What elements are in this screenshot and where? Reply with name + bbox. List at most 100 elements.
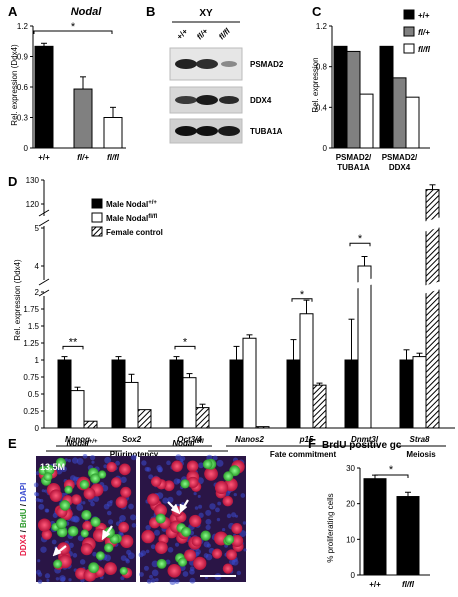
legend-d-wt: Male Nodal+/+	[106, 200, 157, 209]
dapi-nucleus	[34, 491, 39, 497]
brdu-cell	[200, 530, 211, 541]
micrograph-stage-label: 13.5M	[40, 462, 65, 472]
blot-lane-1: +/+	[175, 27, 190, 42]
image-stain-label: DDX4 / BrdU / DAPI	[19, 483, 28, 556]
chart-d-sig-star: *	[300, 289, 305, 301]
dapi-nucleus	[154, 577, 159, 582]
micrograph-ko-cells	[138, 454, 247, 585]
ddx4-cell	[187, 476, 199, 489]
ddx4-cell	[184, 549, 197, 562]
chart-c-bar	[346, 50, 361, 149]
ddx4-cell	[189, 514, 202, 528]
dapi-nucleus	[176, 478, 181, 484]
ddx4-cell	[147, 493, 160, 506]
chart-f-ytick-label: 10	[346, 535, 355, 544]
dapi-nucleus	[77, 535, 84, 542]
ddx4-cell	[49, 489, 63, 502]
dapi-nucleus	[198, 462, 204, 469]
dapi-nucleus	[92, 551, 97, 557]
blot-lane-3: fl/fl	[217, 26, 232, 41]
chart-d-ytick-label: 130	[26, 176, 40, 185]
brdu-cell	[56, 526, 68, 538]
chart-d-bar	[124, 381, 139, 429]
dapi-nucleus	[41, 489, 45, 493]
dapi-nucleus	[148, 474, 154, 480]
chart-c-xtick-label: PSMAD2/	[336, 153, 372, 162]
chart-c-bar	[333, 45, 348, 149]
chart-d-bar	[286, 359, 301, 429]
chart-d-sig-star: **	[69, 336, 78, 348]
chart-d-bar-break-stra8-2	[423, 280, 445, 294]
dapi-nucleus	[118, 519, 122, 523]
ddx4-cell	[141, 529, 155, 544]
dapi-nucleus	[145, 549, 150, 554]
chart-d-ytick-label: 0.5	[28, 390, 40, 399]
chart-d-bar	[242, 337, 257, 429]
dapi-nucleus	[149, 574, 153, 579]
brdu-cell	[104, 543, 114, 553]
chart-c-ytick-label: 0.4	[316, 103, 328, 112]
micrograph-wt-cells	[33, 454, 137, 584]
arrow-4-head	[179, 503, 188, 514]
ddx4-cell	[211, 548, 223, 559]
brdu-cell	[43, 472, 53, 482]
chart-d-bar	[357, 265, 372, 429]
chart-d-bar	[137, 409, 152, 429]
dapi-nucleus	[120, 555, 127, 562]
panel-e: E Nodal+/+ Nodalfl/fl DDX4 / BrdU / DAPI…	[8, 436, 247, 585]
image-col-title-1: Nodal+/+	[67, 439, 98, 448]
dapi-nucleus	[38, 503, 45, 510]
chart-d-xtick-label: Oct3/4	[177, 435, 202, 444]
chart-a-ytick-label: 0.3	[17, 114, 29, 123]
legend-c-swatch-ko	[403, 43, 415, 54]
chart-a-ytick-label: 0.9	[17, 53, 29, 62]
dapi-nucleus	[104, 456, 111, 464]
micrograph-arrows	[52, 499, 189, 557]
chart-a-xtick-label: +/+	[38, 153, 50, 162]
chart-d-bar	[312, 384, 327, 429]
blot-psmad2-band-2	[196, 59, 218, 69]
dapi-nucleus	[51, 539, 57, 545]
chart-a-xtick-label: fl/+	[77, 153, 89, 162]
chart-d-bar	[299, 313, 314, 429]
chart-d-xtick-label: Nanog	[65, 435, 90, 444]
chart-c-bar	[379, 45, 394, 149]
dapi-nucleus	[35, 497, 40, 502]
chart-f-ytick-label: 30	[346, 464, 355, 473]
panel-f: F BrdU positive gc % proliferating cells…	[308, 436, 430, 589]
brdu-cell	[79, 479, 89, 490]
dapi-nucleus	[89, 454, 96, 461]
dapi-nucleus	[231, 512, 237, 518]
legend-c-swatch-het	[403, 26, 415, 37]
dapi-nucleus	[93, 496, 100, 502]
dapi-nucleus	[36, 569, 42, 575]
chart-a-sig-star: *	[71, 21, 76, 33]
brdu-cell	[180, 479, 190, 489]
blot-ddx4-band-1	[175, 96, 197, 104]
dapi-nucleus	[130, 514, 137, 521]
dapi-nucleus	[174, 578, 180, 585]
ddx4-cell	[222, 563, 234, 574]
dapi-nucleus	[203, 553, 209, 558]
dapi-nucleus	[141, 460, 147, 466]
ddx4-cell	[226, 549, 237, 561]
dapi-nucleus	[71, 457, 79, 464]
chart-c-bar	[359, 93, 374, 149]
dapi-nucleus	[205, 518, 212, 525]
chart-d-bar-break-stra8	[423, 216, 445, 232]
dapi-nucleus	[236, 570, 242, 576]
dapi-nucleus	[90, 501, 95, 507]
ddx4-cell	[193, 556, 207, 570]
ddx4-cell	[37, 518, 52, 532]
panel-d: D Rel. expression (Ddx4) 0 0.25 0.5 0.75 1 1.…	[8, 174, 455, 459]
chart-f-ytick-label: 20	[346, 500, 355, 509]
chart-a-ytick-label: 1.2	[17, 22, 29, 31]
dapi-nucleus	[215, 507, 220, 513]
chart-d-group-label: Meiosis	[406, 450, 436, 459]
blot-title: XY	[199, 8, 213, 19]
dapi-nucleus	[189, 577, 196, 584]
chart-f-sig-bracket	[374, 474, 409, 478]
dapi-nucleus	[76, 458, 84, 465]
chart-d-bar	[169, 359, 184, 429]
